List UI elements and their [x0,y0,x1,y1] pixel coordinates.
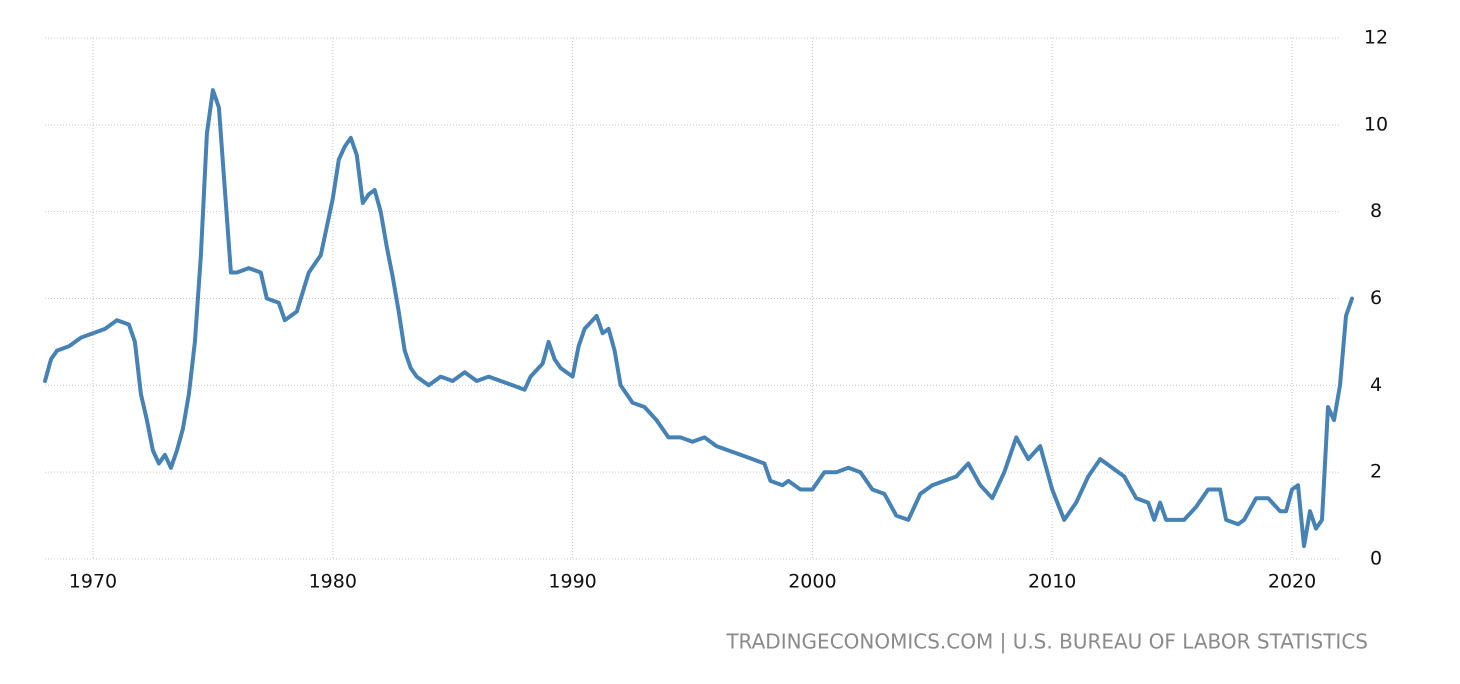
x-tick-label: 1990 [548,571,596,593]
y-tick-label: 4 [1370,374,1382,396]
y-tick-label: 6 [1370,287,1382,309]
x-tick-label: 2010 [1028,571,1076,593]
y-tick-label: 12 [1364,27,1388,49]
source-note: TRADINGECONOMICS.COM | U.S. BUREAU OF LA… [725,630,1368,654]
y-tick-label: 10 [1364,113,1388,135]
x-tick-label: 1970 [69,571,117,593]
y-tick-label: 0 [1370,548,1382,570]
x-tick-label: 2000 [788,571,836,593]
data-line [43,88,1354,548]
x-tick-label: 2020 [1268,571,1316,593]
x-tick-label: 1980 [309,571,357,593]
y-tick-label: 2 [1370,461,1382,483]
y-tick-label: 8 [1370,200,1382,222]
